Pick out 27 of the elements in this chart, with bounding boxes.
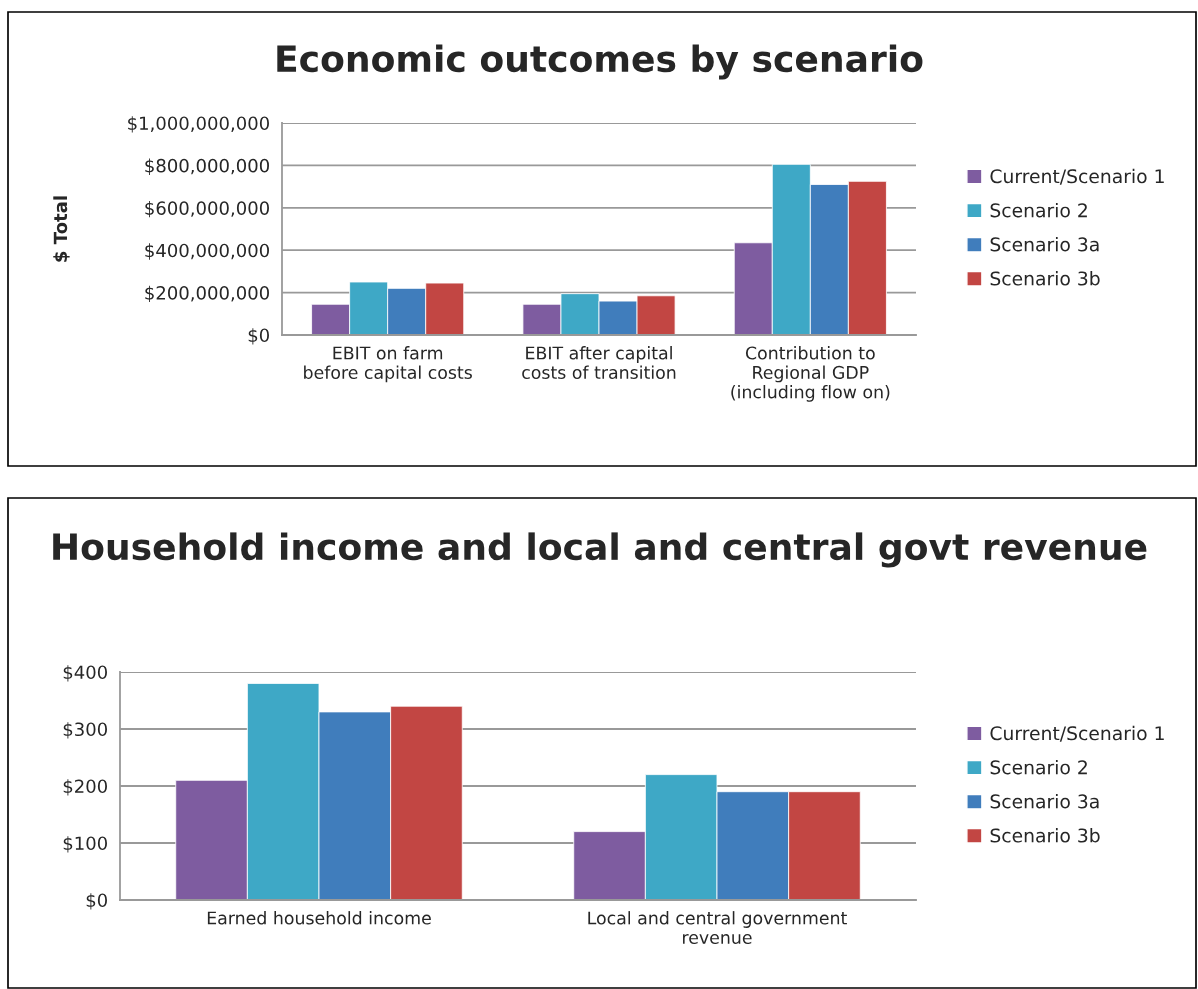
chart-title: Household income and local and central govt revenue [53,532,1147,568]
x-tick-label: Earned household income [207,911,431,925]
x-tick-label: EBIT after capital costs of transition [522,346,676,379]
chart-title: Economic outcomes by scenario [277,44,923,80]
y-axis-title: $ Total [53,196,70,262]
y-tick-label: $600,000,000 [145,200,269,218]
legend-label: Scenario 2 [990,759,1087,775]
y-tick-label: $300 [63,722,107,739]
y-tick-label: $800,000,000 [145,158,269,175]
y-tick-label: $400,000,000 [145,243,269,260]
y-tick-label: $0 [248,328,269,345]
legend-label: Scenario 3a [990,236,1099,252]
legend-label: Current/Scenario 1 [990,168,1164,185]
y-tick-label: $0 [86,893,107,910]
y-tick-label: $100 [63,836,107,853]
legend-label: Scenario 3b [990,271,1100,286]
legend-label: Scenario 2 [990,202,1087,218]
legend-label: Current/Scenario 1 [990,725,1164,742]
legend-label: Scenario 3a [990,793,1099,809]
y-tick-label: $1,000,000,000 [128,116,269,133]
x-tick-label: Local and central government revenue [588,911,847,944]
y-tick-label: $400 [63,665,107,682]
y-tick-label: $200,000,000 [145,285,269,303]
legend-label: Scenario 3b [990,828,1100,843]
y-tick-label: $200 [63,779,107,796]
x-tick-label: EBIT on farm before capital costs [304,346,472,383]
x-tick-label: Contribution to Regional GDP (including flow on) [731,346,890,402]
